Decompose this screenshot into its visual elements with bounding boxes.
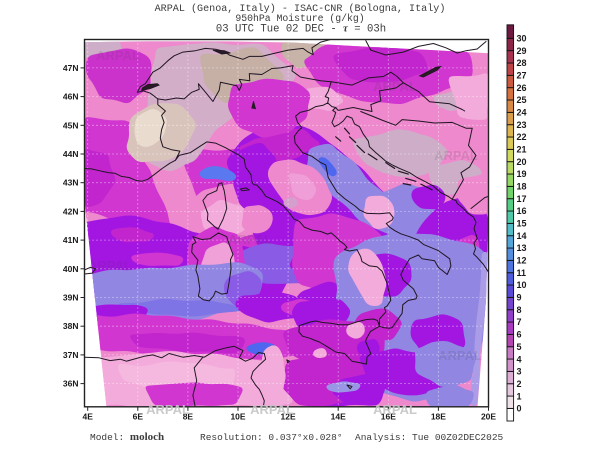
svg-text:3: 3: [517, 367, 522, 377]
svg-text:36N: 36N: [63, 379, 79, 389]
svg-text:ARPAL (Genoa, Italy) - ISAC-: ARPAL (Genoa, Italy) - ISAC-CNR (Bologna…: [155, 3, 446, 15]
svg-text:8: 8: [517, 305, 522, 315]
svg-text:46N: 46N: [63, 92, 79, 102]
svg-text:950hPa Moisture (g/kg): 950hPa Moisture (g/kg): [235, 13, 364, 24]
svg-text:2: 2: [517, 379, 522, 389]
svg-text:41N: 41N: [63, 235, 79, 245]
svg-text:23: 23: [517, 120, 527, 130]
svg-text:15: 15: [517, 219, 527, 229]
svg-text:7: 7: [517, 317, 522, 327]
svg-text:10: 10: [517, 280, 527, 290]
svg-text:18: 18: [517, 182, 527, 192]
svg-text:ARPAL: ARPAL: [373, 402, 417, 417]
svg-text:45N: 45N: [63, 120, 79, 130]
svg-text:25: 25: [517, 95, 527, 105]
svg-text:30: 30: [517, 34, 527, 44]
svg-text:13: 13: [517, 243, 527, 253]
svg-text:ARPAL: ARPAL: [96, 48, 140, 63]
svg-text:26: 26: [517, 83, 527, 93]
svg-text:14: 14: [517, 231, 527, 241]
svg-text:37N: 37N: [63, 350, 79, 360]
svg-text:16: 16: [517, 206, 527, 216]
svg-text:20: 20: [517, 157, 527, 167]
svg-text:4: 4: [517, 354, 522, 364]
svg-text:ARPAL: ARPAL: [434, 148, 478, 163]
svg-text:6: 6: [517, 330, 522, 340]
svg-text:19: 19: [517, 169, 527, 179]
svg-text:16E: 16E: [381, 412, 396, 422]
svg-text:Resolution: 0.037°x0.028°: Resolution: 0.037°x0.028°: [200, 432, 343, 443]
svg-text:ARPAL: ARPAL: [146, 402, 190, 417]
svg-text:4E: 4E: [82, 412, 93, 422]
svg-text:28: 28: [517, 58, 527, 68]
svg-text:21: 21: [517, 145, 527, 155]
svg-text:0: 0: [517, 404, 522, 414]
svg-text:10E: 10E: [230, 412, 245, 422]
svg-text:ARPAL: ARPAL: [228, 232, 272, 247]
svg-text:44N: 44N: [63, 149, 79, 159]
svg-text:22: 22: [517, 132, 527, 142]
svg-text:ARPAL: ARPAL: [250, 402, 294, 417]
svg-text:ARPAL: ARPAL: [88, 258, 132, 273]
svg-text:12: 12: [517, 256, 527, 266]
svg-text:47N: 47N: [63, 63, 79, 73]
svg-text:11: 11: [517, 268, 527, 278]
svg-text:5: 5: [517, 342, 522, 352]
svg-text:1: 1: [517, 391, 522, 401]
svg-text:20E: 20E: [481, 412, 496, 422]
svg-text:6E: 6E: [133, 412, 144, 422]
svg-text:40N: 40N: [63, 264, 79, 274]
svg-text:42N: 42N: [63, 206, 79, 216]
svg-text:43N: 43N: [63, 178, 79, 188]
svg-text:18E: 18E: [431, 412, 446, 422]
svg-text:Analysis: Tue 00Z02DEC2025: Analysis: Tue 00Z02DEC2025: [355, 432, 504, 443]
svg-text:12E: 12E: [281, 412, 296, 422]
svg-text:38N: 38N: [63, 321, 79, 331]
svg-text:9: 9: [517, 293, 522, 303]
svg-text:39N: 39N: [63, 293, 79, 303]
svg-text:24: 24: [517, 108, 527, 118]
svg-text:8E: 8E: [183, 412, 194, 422]
svg-text:29: 29: [517, 46, 527, 56]
svg-text:Model: moloch: Model: moloch: [90, 431, 164, 443]
svg-text:03 UTC Tue 02 DEC - τ = 03h: 03 UTC Tue 02 DEC - τ = 03h: [216, 23, 386, 36]
svg-text:27: 27: [517, 71, 527, 81]
svg-text:17: 17: [517, 194, 527, 204]
svg-text:ARPAL: ARPAL: [373, 79, 417, 94]
svg-text:14E: 14E: [331, 412, 346, 422]
svg-text:ARPAL: ARPAL: [438, 348, 482, 363]
